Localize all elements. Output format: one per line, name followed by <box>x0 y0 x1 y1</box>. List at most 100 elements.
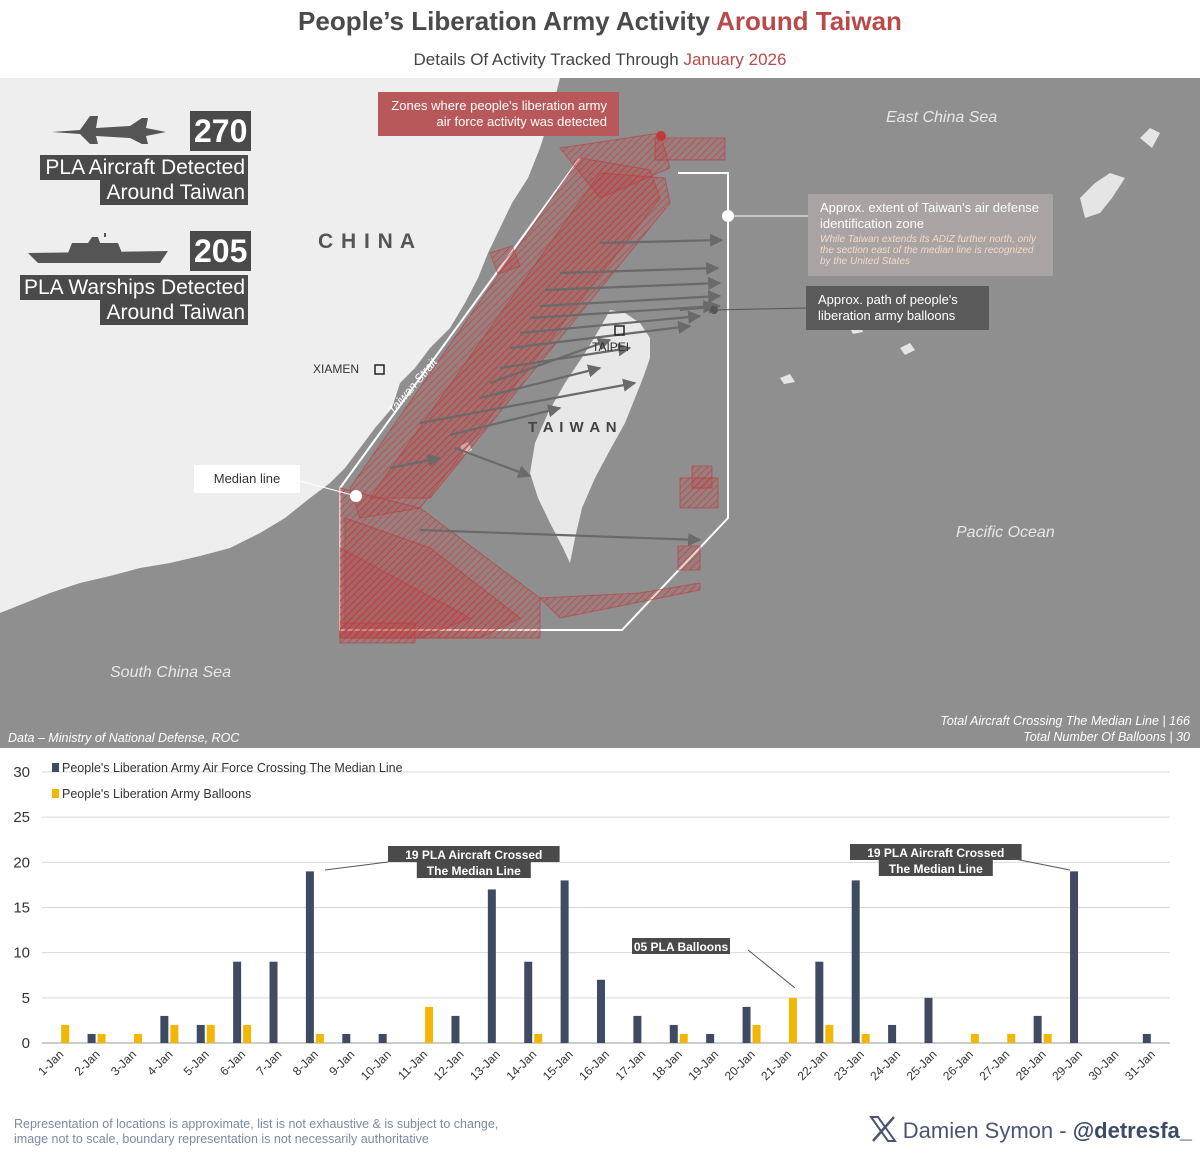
adiz-callout-title: Approx. extent of Taiwan's air defense i… <box>820 200 1040 231</box>
annotation-leader <box>324 861 389 871</box>
x-tick-label: 7-Jan <box>254 1047 285 1078</box>
bar-median-crossing <box>669 1024 678 1043</box>
bar-balloons <box>425 1006 434 1043</box>
annotation-text: 05 PLA Balloons <box>634 940 729 954</box>
annotation-text: The Median Line <box>889 862 983 876</box>
y-tick-label: 0 <box>22 1035 30 1052</box>
annotation-box <box>416 862 531 878</box>
zones-callout-dot <box>656 131 666 141</box>
footer-note-line2: image not to scale, boundary representat… <box>14 1132 429 1146</box>
bar-balloons <box>679 1033 688 1043</box>
y-tick-label: 5 <box>22 990 30 1007</box>
bar-median-crossing <box>487 889 496 1043</box>
bar-median-crossing <box>1142 1033 1151 1043</box>
china-landmass <box>0 78 560 613</box>
x-tick-label: 9-Jan <box>326 1047 357 1078</box>
footer-note: Representation of locations is approxima… <box>14 1117 498 1147</box>
bar-balloons <box>752 1024 761 1043</box>
x-tick-label: 16-Jan <box>576 1047 612 1083</box>
aircraft-count: 270 <box>190 111 252 151</box>
x-tick-label: 29-Jan <box>1049 1047 1085 1083</box>
map-canvas <box>0 78 1200 748</box>
bar-median-crossing <box>305 871 314 1043</box>
pacific-ocean-label: Pacific Ocean <box>956 524 1055 541</box>
bar-balloons <box>97 1033 106 1043</box>
bar-balloons <box>1043 1033 1052 1043</box>
bar-balloons <box>970 1033 979 1043</box>
x-tick-label: 5-Jan <box>181 1047 212 1078</box>
x-tick-label: 14-Jan <box>503 1047 539 1083</box>
annotation-box <box>850 844 1022 860</box>
x-tick-label: 23-Jan <box>831 1047 867 1083</box>
x-tick-label: 8-Jan <box>290 1047 321 1078</box>
x-tick-label: 27-Jan <box>977 1047 1013 1083</box>
x-tick-label: 1-Jan <box>35 1047 66 1078</box>
bar-median-crossing <box>451 1015 460 1043</box>
zones-callout: Zones where people's liberation army air… <box>378 92 619 136</box>
x-tick-label: 2-Jan <box>72 1047 103 1078</box>
page-subtitle: Details Of Activity Tracked Through Janu… <box>0 50 1200 70</box>
south-china-sea-label: South China Sea <box>110 664 231 681</box>
china-label: C H I N A <box>318 230 417 253</box>
page-title: People’s Liberation Army Activity Around… <box>0 6 1200 37</box>
bar-median-crossing <box>524 961 533 1043</box>
taiwan-label: T A I W A N <box>528 419 618 436</box>
total-median: Total Aircraft Crossing The Median Line … <box>940 714 1190 728</box>
warships-count: 205 <box>190 231 252 271</box>
annotation-text: 19 PLA Aircraft Crossed <box>405 848 542 862</box>
bar-median-crossing <box>851 880 860 1043</box>
warships-label-1: PLA Warships Detected <box>20 275 248 300</box>
x-tick-label: 10-Jan <box>358 1047 394 1083</box>
taipei-label: TAIPEI <box>592 340 630 354</box>
title-highlight: Around Taiwan <box>716 6 902 36</box>
warship-icon <box>28 233 168 263</box>
bar-median-crossing <box>1033 1015 1042 1043</box>
x-tick-label: 24-Jan <box>867 1047 903 1083</box>
bar-balloons <box>861 1033 870 1043</box>
xiamen-label: XIAMEN <box>313 362 360 376</box>
bar-balloons <box>243 1024 252 1043</box>
y-tick-label: 20 <box>13 854 30 871</box>
credit: Damien Symon - @detresfa_ <box>868 1116 1192 1144</box>
bar-balloons <box>315 1033 324 1043</box>
x-tick-label: 3-Jan <box>108 1047 139 1078</box>
bar-chart: 0 5 10 15 20 25 30 1-Jan 2-Jan 3-Jan 4-Jan 5-Jan 6-J… <box>0 750 1200 1090</box>
data-source: Data – Ministry of National Defense, ROC <box>8 731 240 745</box>
title-main: People’s Liberation Army Activity <box>298 6 710 36</box>
legend-swatch <box>52 763 59 772</box>
bar-median-crossing <box>633 1015 642 1043</box>
bar-median-crossing <box>888 1024 897 1043</box>
bar-balloons <box>825 1024 834 1043</box>
bar-median-crossing <box>87 1033 96 1043</box>
annotation-text: 19 PLA Aircraft Crossed <box>867 846 1004 860</box>
aircraft-label-2: Around Taiwan <box>100 180 248 205</box>
bar-balloons <box>133 1033 142 1043</box>
map: 270 PLA Aircraft Detected Around Taiwan … <box>0 78 1200 748</box>
bar-median-crossing <box>560 880 569 1043</box>
y-tick-label: 15 <box>13 900 30 917</box>
balloon-leader <box>713 307 807 311</box>
x-tick-label: 26-Jan <box>940 1047 976 1083</box>
x-tick-label: 18-Jan <box>649 1047 685 1083</box>
credit-name: Damien Symon - <box>902 1118 1073 1143</box>
y-tick-label: 30 <box>13 764 30 781</box>
x-tick-label: 28-Jan <box>1013 1047 1049 1083</box>
legend-label: People's Liberation Army Air Force Cross… <box>62 761 403 775</box>
x-tick-label: 30-Jan <box>1086 1047 1122 1083</box>
median-leader <box>299 480 357 497</box>
subtitle-main: Details Of Activity Tracked Through <box>413 50 679 69</box>
pla-air-zones <box>339 132 726 644</box>
taiwan-island <box>530 310 650 563</box>
adiz-callout: Approx. extent of Taiwan's air defense i… <box>808 194 1053 276</box>
bar-median-crossing <box>924 997 933 1043</box>
bar-balloons <box>1007 1033 1016 1043</box>
annotation-box <box>878 860 993 876</box>
x-tick-label: 11-Jan <box>395 1047 430 1082</box>
y-tick-label: 25 <box>13 809 30 826</box>
bar-median-crossing <box>269 961 278 1043</box>
bar-balloons <box>534 1033 543 1043</box>
footer-note-line1: Representation of locations is approxima… <box>14 1117 499 1131</box>
east-china-sea-label: East China Sea <box>886 109 998 126</box>
x-tick-label: 31-Jan <box>1122 1047 1158 1083</box>
x-tick-label: 15-Jan <box>540 1047 576 1083</box>
